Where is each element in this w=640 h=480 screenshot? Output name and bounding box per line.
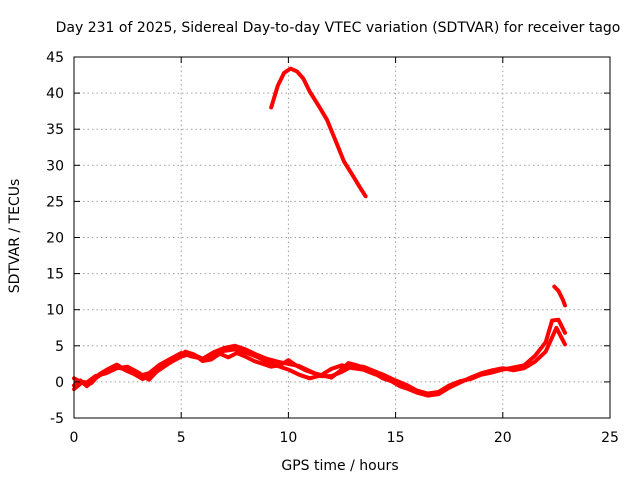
y-tick-label: 5 <box>55 339 64 355</box>
y-axis-title: SDTVAR / TECUs <box>7 179 23 294</box>
y-tick-label: 20 <box>46 231 64 247</box>
x-axis-title: GPS time / hours <box>281 458 398 474</box>
chart-title: Day 231 of 2025, Sidereal Day-to-day VTE… <box>56 20 621 36</box>
x-tick-label: 15 <box>387 430 405 446</box>
y-tick-label: 40 <box>46 86 64 102</box>
x-tick-label: 0 <box>70 430 79 446</box>
data-series <box>72 66 567 398</box>
x-tick-label: 10 <box>279 430 297 446</box>
y-tick-label: 10 <box>46 303 64 319</box>
y-tick-label: -5 <box>50 411 64 427</box>
axis-ticks: 0 5 10 15 20 25 -5 0 5 10 15 20 25 30 35 40 45 <box>46 50 619 446</box>
grid-lines <box>74 57 610 418</box>
y-tick-label: 45 <box>46 50 64 66</box>
x-tick-label: 5 <box>177 430 186 446</box>
x-tick-label: 25 <box>601 430 619 446</box>
y-tick-label: 30 <box>46 158 64 174</box>
y-tick-label: 0 <box>55 375 64 391</box>
series-line-track-2 <box>72 325 567 398</box>
y-tick-label: 15 <box>46 267 64 283</box>
y-tick-label: 25 <box>46 194 64 210</box>
x-tick-label: 20 <box>494 430 512 446</box>
series-line-track-3 <box>72 349 445 397</box>
series-line-track-1 <box>72 317 567 396</box>
y-tick-label: 35 <box>46 122 64 138</box>
series-line-track-5 <box>552 284 567 308</box>
series-line-track-4 <box>269 66 368 199</box>
